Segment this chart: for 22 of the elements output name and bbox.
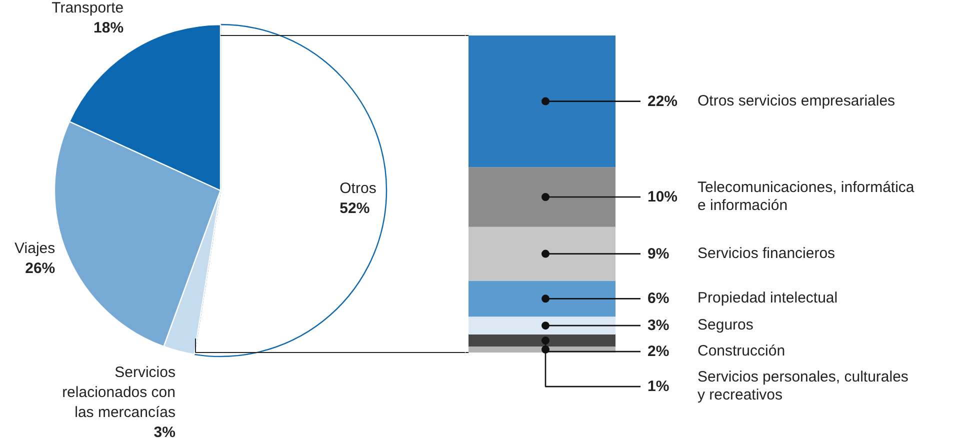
data-label: 2% — [648, 343, 670, 360]
text: Servicios financieros — [698, 244, 836, 262]
data-label: 3% — [648, 317, 670, 334]
slice-label: Otros — [340, 180, 376, 197]
text: Propiedad intelectual — [698, 290, 838, 307]
text: Seguros — [698, 316, 754, 334]
data-label: 18% — [94, 20, 124, 37]
text: Construcción — [698, 342, 786, 360]
data-label: 1% — [648, 378, 670, 396]
text: Servicios personales, culturales y recreativos — [698, 368, 908, 404]
slice-label: Servicios relacionados con las mercancías — [62, 364, 176, 422]
data-label: 3% — [154, 424, 176, 438]
text: Telecomunicaciones, informática e información — [698, 178, 915, 214]
data-label: 6% — [648, 290, 670, 308]
slice-label: Transporte — [52, 0, 124, 17]
data-label: 10% — [648, 188, 678, 206]
slice-label: Viajes — [14, 240, 56, 257]
data-label: 26% — [25, 260, 56, 277]
data-label: 9% — [648, 245, 670, 262]
data-label: 22% — [648, 92, 678, 110]
data-label: 52% — [340, 200, 370, 217]
text: Otros servicios empresariales — [698, 92, 896, 110]
